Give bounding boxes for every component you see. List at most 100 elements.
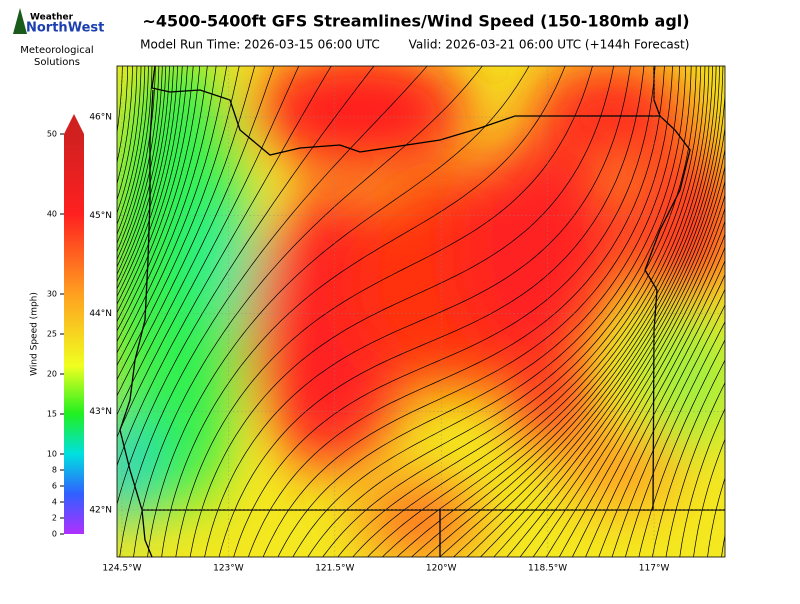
lat-label: 45°N xyxy=(89,211,112,221)
streamline xyxy=(322,66,697,557)
streamline xyxy=(117,66,179,297)
streamline xyxy=(679,407,725,557)
streamline xyxy=(651,359,725,557)
streamline xyxy=(693,438,725,557)
streamline xyxy=(707,476,725,557)
streamline xyxy=(0,49,17,570)
streamline xyxy=(396,66,717,557)
streamline xyxy=(117,66,332,467)
streamline xyxy=(734,529,741,570)
streamline xyxy=(352,66,706,557)
streamline xyxy=(748,564,749,570)
streamline xyxy=(292,66,687,557)
org-line: Solutions xyxy=(34,57,80,68)
streamline xyxy=(204,66,631,557)
streamline xyxy=(119,66,428,557)
streamline xyxy=(147,66,530,557)
lat-label: 46°N xyxy=(89,113,112,123)
streamline xyxy=(337,66,702,557)
streamline xyxy=(307,66,692,557)
streamline xyxy=(117,66,256,397)
streamline xyxy=(117,66,142,215)
colorbar-tick-label: 2 xyxy=(52,514,57,523)
lat-label: 42°N xyxy=(89,505,112,515)
streamline xyxy=(598,288,725,557)
map-frame xyxy=(116,65,726,558)
streamline xyxy=(117,66,153,245)
colorbar-tick-label: 4 xyxy=(52,498,57,507)
streamline xyxy=(117,66,375,506)
streamline xyxy=(117,66,188,314)
streamline xyxy=(117,66,201,332)
logo-top: Weather xyxy=(30,13,74,23)
streamline xyxy=(776,564,777,570)
streamline xyxy=(117,66,217,354)
streamline xyxy=(117,66,275,416)
streamline xyxy=(117,66,163,268)
streamline xyxy=(0,46,103,570)
valid-time: Valid: 2026-03-21 06:00 UTC (+144h Forec… xyxy=(409,38,690,52)
streamline xyxy=(277,66,680,557)
streamline xyxy=(117,66,129,164)
streamline xyxy=(117,66,174,290)
streamline xyxy=(545,233,725,557)
streamline xyxy=(411,66,720,557)
streamline xyxy=(189,66,615,557)
streamline xyxy=(117,66,194,323)
lat-label: 44°N xyxy=(89,309,112,319)
streamline xyxy=(532,220,725,557)
streamline xyxy=(585,273,725,557)
streamline xyxy=(721,533,725,557)
streamline xyxy=(493,180,725,557)
streamline xyxy=(611,304,725,557)
streamline xyxy=(117,66,167,275)
streamline xyxy=(367,66,710,557)
streamline xyxy=(175,66,593,557)
streamline xyxy=(665,382,725,557)
colorbar-tick-label: 8 xyxy=(52,466,57,475)
streamline xyxy=(117,66,146,226)
streamline xyxy=(425,66,724,557)
streamline xyxy=(247,66,665,557)
title: ~4500-5400ft GFS Streamlines/Wind Speed … xyxy=(142,12,689,31)
colorbar-tick-label: 20 xyxy=(47,370,57,379)
streamline xyxy=(218,66,645,557)
colorbar-extend xyxy=(64,114,84,134)
streamline xyxy=(117,66,208,343)
lon-label: 124.5°W xyxy=(102,564,141,574)
streamline xyxy=(480,164,725,557)
streamline xyxy=(117,66,149,236)
streamline xyxy=(133,66,483,557)
streamline xyxy=(790,564,792,570)
streamline xyxy=(453,125,725,557)
streamline xyxy=(439,90,725,557)
lon-label: 120°W xyxy=(426,564,457,574)
logo: Weather NorthWest xyxy=(13,8,104,36)
colorbar-tick-label: 0 xyxy=(52,530,57,539)
lon-label: 121.5°W xyxy=(315,564,354,574)
streamline xyxy=(117,66,156,253)
lon-label: 123°W xyxy=(213,564,244,574)
streamline xyxy=(638,339,725,557)
colorbar-label: Wind Speed (mph) xyxy=(30,292,40,376)
colorbar-tick-label: 15 xyxy=(47,410,57,419)
lon-label: 117°W xyxy=(639,564,670,574)
streamline xyxy=(519,207,725,557)
model-run: Model Run Time: 2026-03-15 06:00 UTC xyxy=(140,38,380,52)
streamline xyxy=(117,66,170,283)
colorbar-tick-label: 10 xyxy=(47,450,57,459)
streamline xyxy=(117,66,133,185)
streamline xyxy=(625,321,725,557)
org-line: Meteorological xyxy=(20,45,93,56)
logo-main: NorthWest xyxy=(26,21,104,36)
streamline xyxy=(117,66,138,201)
lon-label: 118.5°W xyxy=(528,564,567,574)
colorbar-tick-label: 40 xyxy=(47,210,57,219)
streamline xyxy=(571,259,725,557)
streamline xyxy=(233,66,656,557)
streamline xyxy=(117,66,183,305)
lat-label: 43°N xyxy=(89,407,112,417)
streamline xyxy=(161,66,566,557)
colorbar xyxy=(64,134,84,534)
